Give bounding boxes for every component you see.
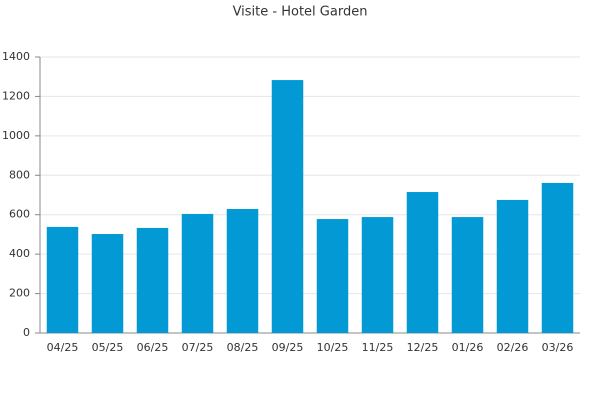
bar — [46, 226, 79, 333]
y-tick-label: 600 — [9, 208, 30, 221]
bar — [496, 199, 529, 333]
bar — [361, 217, 394, 333]
y-tick-label: 800 — [9, 168, 30, 181]
y-tick-label: 1200 — [2, 89, 30, 102]
x-tick-label: 06/25 — [137, 341, 169, 354]
bar — [406, 192, 439, 333]
x-tick-label: 05/25 — [92, 341, 124, 354]
x-tick-label: 07/25 — [182, 341, 214, 354]
bar — [316, 219, 349, 333]
y-tick-label: 0 — [23, 326, 30, 339]
bar — [181, 213, 214, 333]
x-tick-label: 11/25 — [362, 341, 394, 354]
x-tick-label: 02/26 — [497, 341, 529, 354]
x-tick-label: 08/25 — [227, 341, 259, 354]
x-tick-label: 09/25 — [272, 341, 304, 354]
x-tick-label: 01/26 — [452, 341, 484, 354]
bar — [271, 80, 304, 334]
y-tick-label: 1000 — [2, 129, 30, 142]
x-tick-label: 03/26 — [542, 341, 574, 354]
y-tick-label: 1400 — [2, 50, 30, 63]
bar — [226, 208, 259, 333]
bar — [451, 217, 484, 333]
y-tick-label: 200 — [9, 287, 30, 300]
x-tick-label: 10/25 — [317, 341, 349, 354]
bar — [91, 234, 124, 333]
y-tick-label: 400 — [9, 247, 30, 260]
bar — [136, 227, 169, 333]
x-tick-label: 12/25 — [407, 341, 439, 354]
bar — [541, 182, 574, 333]
x-tick-label: 04/25 — [47, 341, 79, 354]
chart-title: Visite - Hotel Garden — [233, 5, 368, 20]
